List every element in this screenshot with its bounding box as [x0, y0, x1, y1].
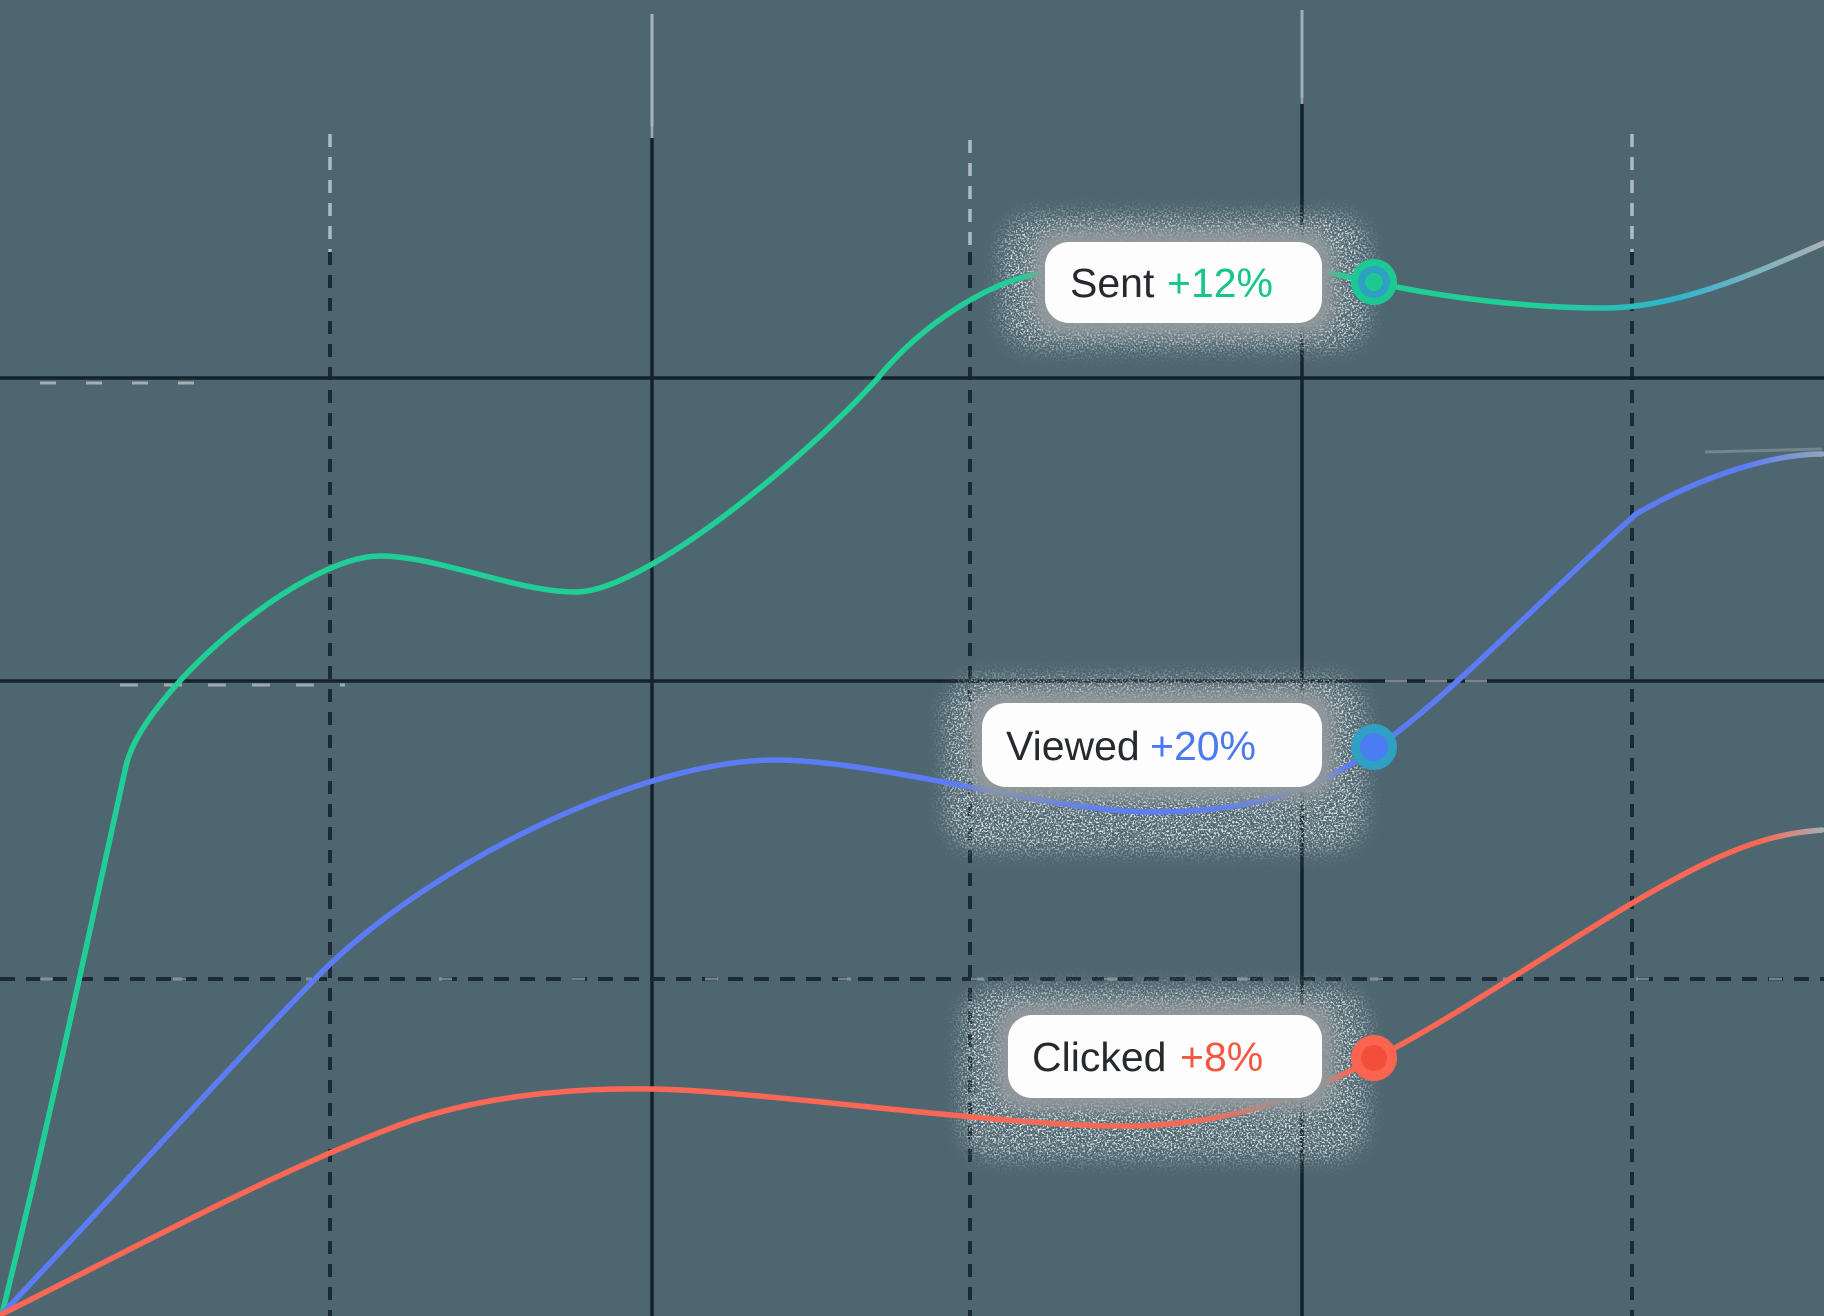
viewed-badge[interactable]: Viewed +20%: [969, 690, 1335, 800]
viewed-badge-box: [982, 703, 1322, 787]
badges: Sent +12% Viewed +20% Clicked +8%: [969, 229, 1335, 1111]
viewed-badge-delta: +20%: [1150, 723, 1256, 769]
clicked-badge-delta: +8%: [1180, 1034, 1263, 1080]
sent-badge[interactable]: Sent +12%: [1032, 229, 1335, 336]
viewed-badge-label: Viewed: [1006, 723, 1140, 769]
markers: [1351, 259, 1397, 1081]
sent-badge-delta: +12%: [1167, 260, 1273, 306]
clicked-badge-label: Clicked: [1032, 1034, 1166, 1080]
clicked-badge-box: [1008, 1015, 1322, 1098]
sent-badge-box: [1045, 242, 1322, 323]
clicked-marker-core: [1361, 1045, 1387, 1071]
sent-line: [0, 240, 1824, 1316]
sent-marker[interactable]: [1351, 259, 1397, 305]
sent-marker-core: [1365, 273, 1383, 291]
clicked-line: [0, 827, 1824, 1316]
viewed-marker[interactable]: [1351, 724, 1397, 770]
viewed-marker-core: [1360, 733, 1388, 761]
clicked-badge[interactable]: Clicked +8%: [995, 1002, 1335, 1111]
sketch-highlight: [1704, 447, 1823, 454]
sent-badge-label: Sent: [1070, 260, 1155, 306]
clicked-marker[interactable]: [1351, 1035, 1397, 1081]
